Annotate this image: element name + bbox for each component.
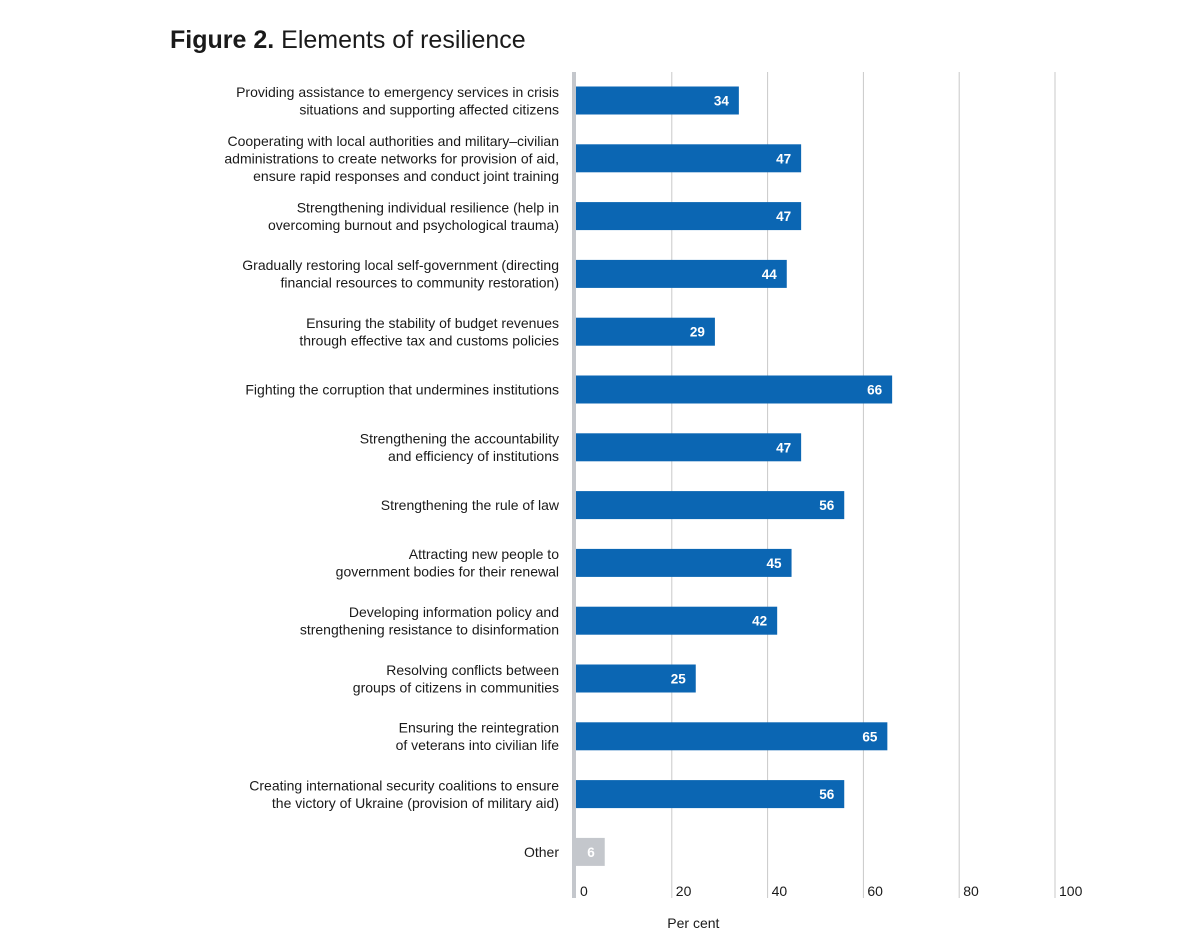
bar-10: [576, 664, 696, 693]
category-label-1-line-1: administrations to create networks for p…: [224, 150, 559, 166]
x-tick-label-4: 80: [963, 883, 979, 899]
category-label-7-line-0: Strengthening the rule of law: [381, 497, 560, 513]
category-label-3-line-0: Gradually restoring local self-governmen…: [242, 257, 559, 273]
bar-value-label-3: 44: [762, 267, 778, 282]
category-label-2-line-1: overcoming burnout and psychological tra…: [268, 217, 559, 233]
bar-value-label-9: 42: [752, 614, 767, 629]
category-label-10-line-1: groups of citizens in communities: [353, 679, 559, 695]
bar-6: [576, 433, 802, 462]
category-label-5-line-0: Fighting the corruption that undermines …: [245, 382, 559, 398]
bar-1: [576, 144, 802, 173]
bar-value-label-4: 29: [690, 325, 705, 340]
category-label-9-line-1: strengthening resistance to disinformati…: [300, 621, 559, 637]
bar-value-label-13: 6: [587, 845, 595, 860]
category-label-1: Cooperating with local authorities and m…: [224, 133, 559, 184]
gridlines: [572, 72, 1056, 898]
bar-value-label-8: 45: [767, 556, 783, 571]
category-label-10: Resolving conflicts between groups of cit…: [353, 662, 559, 696]
x-tick-label-1: 20: [676, 883, 692, 899]
bar-5: [576, 375, 893, 404]
category-label-11-line-1: of veterans into civilian life: [396, 737, 560, 753]
category-label-13-line-0: Other: [524, 844, 559, 860]
bar-value-label-7: 56: [819, 498, 835, 513]
category-label-0: Providing assistance to emergency servic…: [236, 84, 559, 118]
category-label-12-line-1: the victory of Ukraine (provision of mil…: [272, 795, 559, 811]
x-axis-ticks: 0 20 40 60 80 100: [580, 883, 1083, 899]
bar-value-label-2: 47: [776, 209, 791, 224]
category-label-6: Strengthening the accountability and effi…: [360, 431, 559, 465]
category-label-2: Strengthening individual resilience (hel…: [268, 199, 559, 233]
bar-8: [576, 548, 792, 577]
category-label-11-line-0: Ensuring the reintegration: [399, 720, 559, 736]
category-label-4-line-1: through effective tax and customs polici…: [299, 332, 559, 348]
x-axis-baseline: [572, 72, 576, 898]
bar-value-label-12: 56: [819, 787, 835, 802]
category-label-8-line-0: Attracting new people to: [409, 546, 559, 562]
bar-value-label-11: 65: [862, 729, 878, 744]
category-label-7: Strengthening the rule of law: [381, 497, 560, 513]
bar-11: [576, 722, 888, 751]
category-label-12: Creating international security coalitio…: [249, 777, 559, 811]
category-label-0-line-1: situations and supporting affected citiz…: [299, 101, 559, 117]
bar-9: [576, 606, 778, 635]
category-label-3-line-1: financial resources to community restora…: [280, 275, 559, 291]
category-label-6-line-0: Strengthening the accountability: [360, 431, 559, 447]
figure-title: Figure 2. Elements of resilience: [170, 26, 526, 55]
bar-0: [576, 86, 739, 115]
category-label-4-line-0: Ensuring the stability of budget revenue…: [306, 315, 559, 331]
figure-title-text: Elements of resilience: [281, 26, 526, 54]
category-label-9-line-0: Developing information policy and: [349, 604, 559, 620]
bar-2: [576, 202, 802, 231]
x-axis-title: Per cent: [667, 915, 719, 931]
category-label-9: Developing information policy and strengt…: [300, 604, 559, 638]
category-label-8-line-1: government bodies for their renewal: [336, 564, 559, 580]
bar-value-label-10: 25: [671, 672, 687, 687]
bar-value-label-1: 47: [776, 151, 791, 166]
bar-3: [576, 259, 787, 288]
category-label-11: Ensuring the reintegration of veterans in…: [396, 720, 560, 754]
category-label-10-line-0: Resolving conflicts between: [386, 662, 559, 678]
bars: 34 47 47 44 29 66 47 56 45 42 25 65 56 6: [576, 86, 893, 866]
x-tick-label-3: 60: [867, 883, 883, 899]
bar-12: [576, 780, 845, 809]
bar-value-label-5: 66: [867, 383, 883, 398]
bar-4: [576, 317, 715, 346]
category-labels: Providing assistance to emergency servic…: [224, 84, 559, 860]
category-label-0-line-0: Providing assistance to emergency servic…: [236, 84, 559, 100]
bar-value-label-6: 47: [776, 440, 791, 455]
category-label-2-line-0: Strengthening individual resilience (hel…: [297, 199, 559, 215]
category-label-13: Other: [524, 844, 559, 860]
x-tick-label-0: 0: [580, 883, 588, 899]
category-label-6-line-1: and efficiency of institutions: [388, 448, 559, 464]
x-tick-label-2: 40: [772, 883, 788, 899]
category-label-12-line-0: Creating international security coalitio…: [249, 777, 559, 793]
figure-number: Figure 2.: [170, 26, 275, 54]
category-label-1-line-2: ensure rapid responses and conduct joint…: [253, 168, 559, 184]
bar-value-label-0: 34: [714, 94, 730, 109]
category-label-3: Gradually restoring local self-governmen…: [242, 257, 559, 291]
x-tick-label-5: 100: [1059, 883, 1083, 899]
category-label-8: Attracting new people to government bodie…: [336, 546, 560, 580]
category-label-5: Fighting the corruption that undermines …: [245, 382, 559, 398]
category-label-4: Ensuring the stability of budget revenue…: [299, 315, 559, 349]
bar-7: [576, 491, 845, 520]
bar-13: [576, 837, 605, 866]
category-label-1-line-0: Cooperating with local authorities and m…: [228, 133, 560, 149]
